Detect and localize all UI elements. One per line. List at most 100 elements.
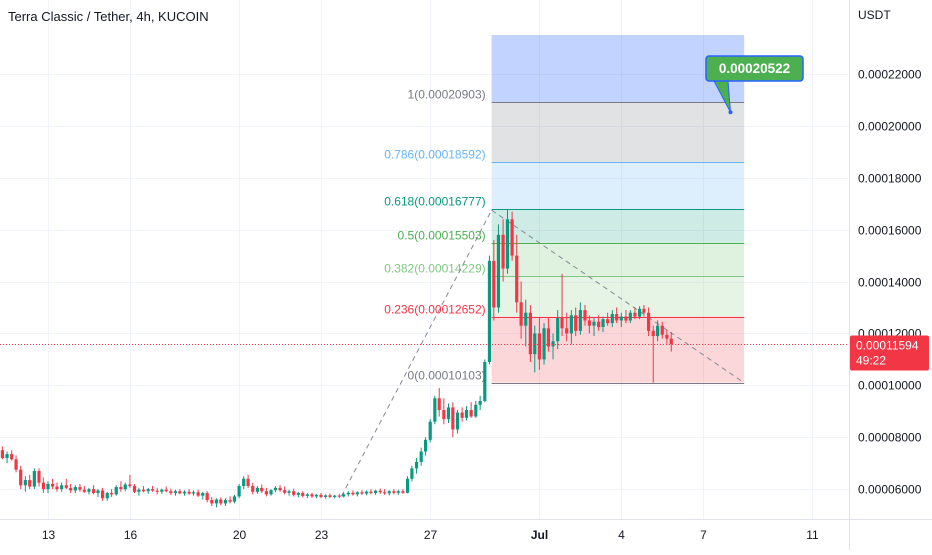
candle [624,310,628,324]
candle-body [173,491,178,494]
candle-body [232,496,237,502]
candles [0,208,673,508]
candle [169,488,173,495]
x-tick-label: 4 [618,528,625,542]
fib-level-label: 0.382(0.00014229) [384,262,485,276]
candle-body [592,321,596,326]
candle [137,487,141,496]
candle [360,490,364,495]
x-tick-label: 7 [700,528,707,542]
candle-body [260,487,264,492]
candle [60,482,64,492]
candle [251,482,255,495]
price-tag-value: 0.00011594 [856,339,919,353]
price-callout[interactable]: 0.00020522 [705,55,804,115]
fib-zone [491,102,745,163]
candle [91,485,96,495]
candle [314,493,318,499]
x-tick-label: 20 [233,528,247,542]
candle [219,497,223,506]
candle [0,446,5,460]
candle-body [656,325,660,337]
fib-zone [491,209,745,243]
candle-body [556,317,560,342]
candle-body [137,489,141,492]
candle [319,493,323,499]
candle [396,489,400,495]
candle-body [328,495,332,497]
candle [401,489,405,494]
candle [273,486,278,493]
candle-body [401,491,405,493]
candle-body [464,410,469,418]
candle [524,299,528,347]
candle [87,487,91,495]
candle [73,485,77,494]
candle-body [651,330,655,337]
candle-body [55,486,59,490]
y-tick-label: 0.00016000 [858,224,922,238]
candle-body [119,487,123,490]
candle [483,359,487,403]
candle [82,486,86,494]
candle-body [619,316,623,321]
fib-zone [491,242,745,276]
candle-body [364,491,369,494]
candle [141,486,146,493]
candle [324,494,328,499]
candle-body [565,328,569,334]
candle [292,488,296,497]
candle-body [542,328,546,360]
candle-body [587,320,591,326]
y-tick-label: 0.00006000 [858,483,922,497]
candle-body [410,468,414,479]
candle-body [615,313,619,321]
candle [446,403,451,423]
candle-body [460,412,464,418]
fibonacci-retracement[interactable]: 1(0.00020903) 0.786(0.00018592) 0.618(0.00… [384,35,745,384]
candle [537,317,541,370]
candle-body [110,493,114,495]
candle-body [423,439,428,452]
candle-body [433,398,437,422]
candle [51,478,55,490]
candle [478,395,482,411]
candle [283,486,287,495]
candle-body [337,495,341,497]
candle [232,494,237,504]
trendlines[interactable] [341,209,745,497]
candle-body [642,308,646,313]
callout-label: 0.00020522 [719,61,790,76]
candle-body [660,325,664,335]
candle [101,487,105,501]
candle-body [342,494,346,497]
trendline[interactable] [491,209,745,384]
candle [105,491,109,501]
candle [647,307,651,337]
candle [556,310,560,350]
price-tag-background [850,335,929,371]
candle [592,317,596,337]
candle-body [78,487,82,490]
currency-label: USDT [858,8,891,22]
candle [114,485,118,496]
candle [337,493,341,498]
candle-body [132,486,137,492]
candle-body [219,499,223,504]
candle-body [496,234,501,308]
candle [601,316,605,333]
candle [223,498,228,507]
candle-body [387,491,391,494]
candle [583,304,587,326]
candle [551,333,555,360]
candle [633,307,637,320]
candle [419,447,423,466]
candle [515,234,519,313]
candle-body [114,487,118,495]
candle [110,489,114,497]
candle [433,395,437,425]
candle [460,407,464,422]
